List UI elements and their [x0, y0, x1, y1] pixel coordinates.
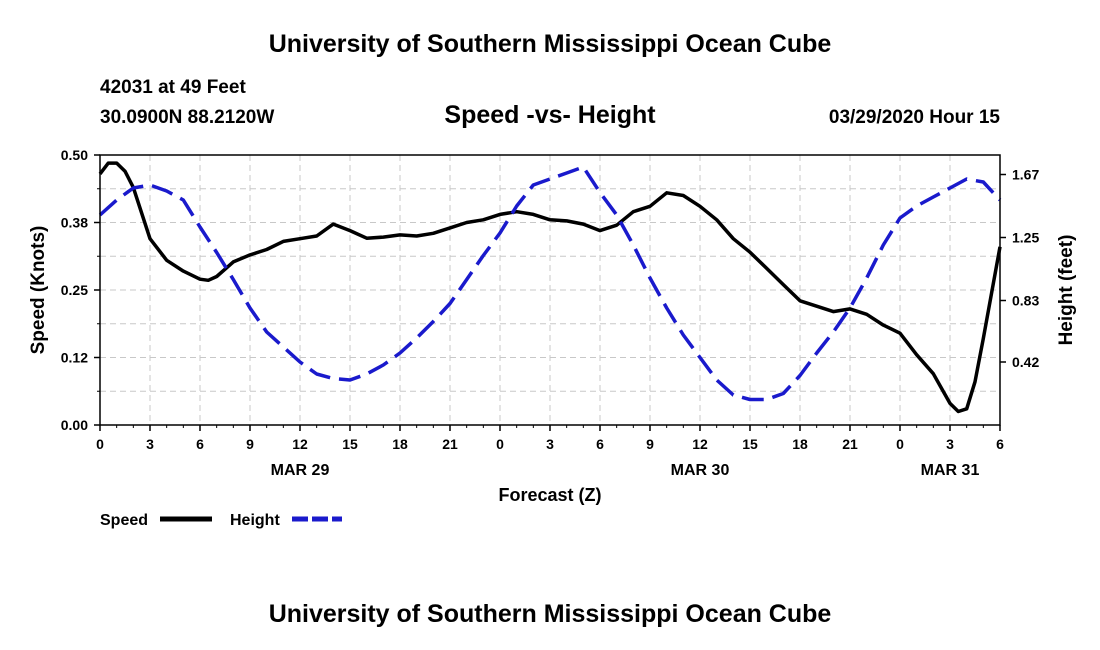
date-label: MAR 29: [271, 462, 330, 479]
forecast-datetime: 03/29/2020 Hour 15: [828, 107, 1000, 128]
y-axis-title: Speed (Knots): [28, 226, 49, 355]
axis-ticks: [94, 154, 1006, 431]
x-tick-label: 3: [946, 436, 954, 452]
page-title-bottom: University of Southern Mississippi Ocean…: [268, 600, 832, 628]
axis-labels: 0 3 6 9 12 15 18 21 0 3 6 9 12 15 18 21 0 3 6 0.00 0.12 0.25 0…: [28, 147, 1077, 505]
x-axis-title: Forecast (Z): [498, 485, 601, 505]
y2-tick-label: 1.25: [1012, 230, 1039, 246]
x-tick-label: 12: [292, 436, 308, 452]
series-lines: [98, 161, 1002, 414]
x-tick-label: 3: [146, 436, 154, 452]
x-tick-label: 6: [996, 436, 1004, 452]
x-tick-label: 15: [342, 436, 358, 452]
x-tick-label: 15: [742, 436, 758, 452]
y-tick-label: 0.25: [61, 282, 88, 298]
x-tick-label: 6: [596, 436, 604, 452]
x-tick-label: 18: [392, 436, 408, 452]
x-tick-label: 0: [496, 436, 504, 452]
y-tick-label: 0.12: [61, 350, 88, 366]
y-tick-label: 0.38: [61, 215, 88, 231]
chart-title: Speed -vs- Height: [444, 101, 656, 129]
page-title-top: University of Southern Mississippi Ocean…: [268, 30, 832, 58]
y-tick-label: 0.50: [61, 147, 88, 163]
x-tick-label: 18: [792, 436, 808, 452]
y2-tick-label: 1.67: [1012, 167, 1039, 183]
x-tick-label: 0: [96, 436, 104, 452]
legend-label-height: Height: [230, 512, 280, 529]
date-label: MAR 31: [921, 462, 980, 479]
legend: Speed Height: [100, 512, 342, 529]
x-tick-label: 6: [196, 436, 204, 452]
y-tick-label: 0.00: [61, 417, 88, 433]
y2-axis-title: Height (feet): [1056, 235, 1077, 346]
x-tick-label: 3: [546, 436, 554, 452]
x-tick-label: 12: [692, 436, 708, 452]
x-tick-label: 21: [842, 436, 858, 452]
coordinates-label: 30.0900N 88.2120W: [100, 107, 275, 128]
y2-tick-label: 0.83: [1012, 293, 1039, 309]
x-tick-label: 9: [246, 436, 254, 452]
legend-label-speed: Speed: [100, 512, 148, 529]
station-label: 42031 at 49 Feet: [100, 77, 246, 98]
x-tick-label: 9: [646, 436, 654, 452]
height-series-line: [98, 165, 1002, 402]
date-label: MAR 30: [671, 462, 730, 479]
x-tick-label: 0: [896, 436, 904, 452]
y2-tick-label: 0.42: [1012, 354, 1039, 370]
grid-lines: [100, 155, 1000, 425]
speed-series-line: [98, 161, 1002, 414]
x-tick-label: 21: [442, 436, 458, 452]
